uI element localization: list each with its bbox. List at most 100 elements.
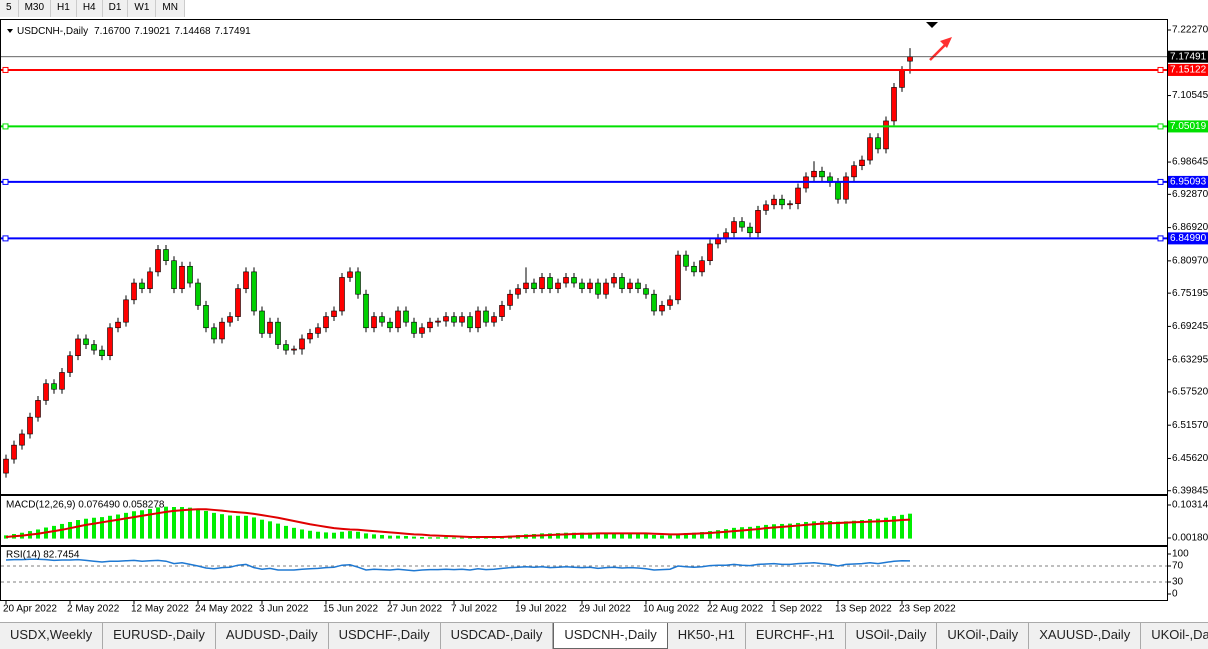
macd-bar — [244, 515, 248, 539]
macd-bar — [556, 533, 560, 539]
macd-bar — [628, 533, 632, 539]
macd-bar — [788, 523, 792, 539]
candle-body — [291, 348, 297, 351]
timeframe-button[interactable]: W1 — [128, 0, 157, 17]
level-label: 6.84990 — [1170, 233, 1207, 244]
candle-body — [851, 165, 857, 178]
chart-tab[interactable]: UKOil-,Da — [1141, 623, 1208, 649]
macd-bar — [164, 506, 168, 539]
chart-tab[interactable]: XAUUSD-,Daily — [1029, 623, 1142, 649]
chart-tab[interactable]: HK50-,H1 — [668, 623, 746, 649]
macd-bar — [620, 533, 624, 539]
timeframe-button[interactable]: 5 — [0, 0, 19, 17]
macd-bar — [100, 517, 104, 539]
candle-body — [155, 249, 161, 273]
macd-title: MACD(12,26,9) 0.076490 0.058278 — [6, 500, 165, 511]
candle-body — [395, 310, 401, 329]
candle-body — [467, 316, 473, 329]
chart-tab[interactable]: USDCHF-,Daily — [329, 623, 441, 649]
candle-body — [19, 433, 25, 446]
high: 7.19021 — [134, 26, 171, 37]
close: 7.17491 — [215, 26, 252, 37]
candle-body — [411, 321, 417, 334]
candle-body — [187, 265, 193, 284]
chart-tab[interactable]: USDX,Weekly — [0, 623, 104, 649]
macd-bar — [76, 520, 80, 539]
macd-bar — [356, 531, 360, 539]
candle-body — [163, 249, 169, 261]
chart-tab[interactable]: USOil-,Daily — [846, 623, 938, 649]
candle-body — [603, 282, 609, 295]
macd-bar — [900, 514, 904, 539]
macd-bar — [180, 507, 184, 539]
macd-bar — [700, 532, 704, 539]
level-handle — [2, 123, 9, 130]
y-tick-label: 0.103149 — [1172, 500, 1208, 511]
y-tick-label: 6.45620 — [1172, 453, 1208, 464]
candle-body — [747, 226, 753, 234]
chart-tab[interactable]: USDCNH-,Daily — [553, 623, 668, 649]
timeframe-button[interactable]: H4 — [77, 0, 103, 17]
chart: USDCNH-,Daily 7.16700 7.19021 7.14468 7.1749… — [0, 19, 1208, 615]
candle-body — [507, 293, 513, 306]
macd-bar — [684, 533, 688, 539]
chart-tab[interactable]: USDCAD-,Daily — [441, 623, 554, 649]
chart-tab[interactable]: UKOil-,Daily — [937, 623, 1030, 649]
candle-body — [259, 310, 265, 334]
main-panel — [0, 19, 1168, 495]
candle-body — [523, 282, 529, 289]
macd-panel — [0, 495, 1168, 546]
candle-body — [707, 243, 713, 261]
level-label-box — [1168, 175, 1208, 188]
candle-body — [451, 316, 457, 323]
chart-tab[interactable]: EURCHF-,H1 — [746, 623, 846, 649]
candle-body — [627, 282, 633, 289]
candle-body — [427, 321, 433, 329]
candle-body — [691, 265, 697, 273]
macd-bar — [820, 521, 824, 539]
macd-bar — [908, 513, 912, 539]
macd-bar — [292, 527, 296, 539]
timeframe-button[interactable]: MN — [156, 0, 185, 17]
macd-bar — [732, 527, 736, 539]
candle-body — [331, 310, 337, 317]
macd-bar — [716, 530, 720, 539]
x-tick-label: 12 May 2022 — [131, 604, 189, 615]
macd-bar — [60, 523, 64, 539]
chart-tab[interactable]: AUDUSD-,Daily — [216, 623, 329, 649]
candle-body — [203, 305, 209, 329]
candle-body — [587, 282, 593, 289]
candle-body — [899, 70, 905, 88]
timeframe-button[interactable]: M30 — [19, 0, 52, 17]
candle-body — [299, 338, 305, 350]
level-label: 7.15122 — [1170, 65, 1207, 76]
macd-bar — [812, 521, 816, 539]
level-handle — [2, 66, 9, 73]
candle-body — [771, 198, 777, 206]
candle-body — [307, 333, 313, 340]
candle-body — [339, 277, 345, 312]
candle-body — [75, 338, 81, 357]
macd-bar — [140, 510, 144, 539]
x-tick-label: 7 Jul 2022 — [451, 604, 498, 615]
candle-body — [59, 372, 65, 390]
candle-body — [379, 316, 385, 323]
timeframe-button[interactable]: D1 — [103, 0, 129, 17]
candle-body — [787, 203, 793, 206]
macd-bar — [436, 537, 440, 539]
candle-body — [219, 321, 225, 340]
candle-body — [3, 458, 9, 474]
candle-body — [419, 327, 425, 334]
y-tick-label: 6.75195 — [1172, 288, 1208, 299]
macd-bar — [220, 514, 224, 539]
candle-body — [235, 288, 241, 317]
price-label-box — [1168, 50, 1208, 63]
candle-body — [123, 299, 129, 323]
candle-body — [643, 288, 649, 295]
timeframe-button[interactable]: H1 — [51, 0, 77, 17]
macd-bar — [324, 532, 328, 539]
candle-body — [563, 277, 569, 284]
candle-body — [355, 271, 361, 295]
chart-tab[interactable]: EURUSD-,Daily — [103, 623, 216, 649]
candle-body — [475, 310, 481, 329]
